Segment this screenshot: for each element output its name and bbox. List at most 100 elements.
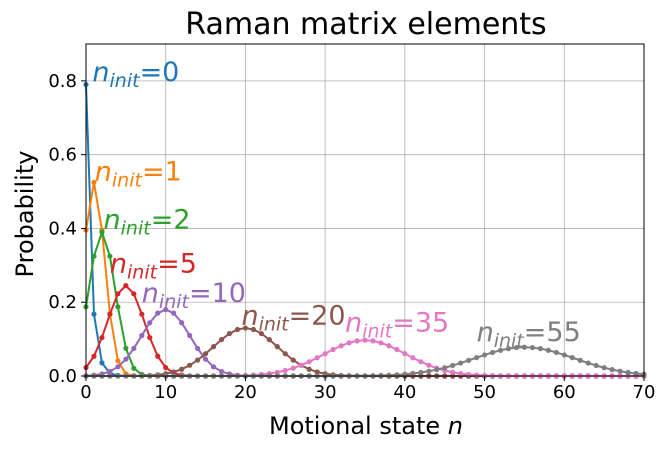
data-point xyxy=(537,346,543,352)
series-label-value: =20 xyxy=(289,300,346,331)
series-label-var: n xyxy=(345,308,362,339)
data-point xyxy=(179,366,185,372)
x-tick-label: 10 xyxy=(154,382,177,403)
series-label-value: =0 xyxy=(140,57,180,88)
y-tick-label: 0.0 xyxy=(48,366,77,387)
y-tick-label: 0.6 xyxy=(48,145,77,166)
data-point xyxy=(322,351,328,357)
chart-title: Raman matrix elements xyxy=(185,7,546,42)
data-point xyxy=(123,345,129,351)
data-point xyxy=(99,229,105,235)
x-tick-label: 40 xyxy=(393,382,416,403)
data-point xyxy=(338,343,344,349)
series-label-var: n xyxy=(110,249,127,280)
data-point xyxy=(163,307,169,313)
data-point xyxy=(521,344,528,350)
data-point xyxy=(474,355,480,361)
data-point xyxy=(314,355,320,361)
series-label-sub: init xyxy=(127,262,159,284)
data-point xyxy=(418,369,424,376)
data-point xyxy=(394,372,400,378)
x-axis-label-text: Motional state xyxy=(269,412,448,440)
series-label-2: ninit=2 xyxy=(104,204,191,239)
data-point xyxy=(442,365,448,371)
plot-frame xyxy=(85,43,645,377)
series-label-sub: init xyxy=(121,217,153,239)
data-point xyxy=(242,325,249,331)
series-label-sub: init xyxy=(259,313,291,335)
data-point xyxy=(195,357,201,363)
x-tick-label: 50 xyxy=(473,382,496,403)
data-point xyxy=(418,359,424,365)
data-point xyxy=(155,353,161,359)
data-point xyxy=(505,346,512,352)
y-tick-label: 0.2 xyxy=(48,292,77,313)
data-point xyxy=(131,291,137,297)
data-point xyxy=(91,253,97,259)
data-point xyxy=(115,364,121,370)
data-point xyxy=(266,337,272,343)
data-point xyxy=(282,351,288,357)
data-point xyxy=(147,334,153,341)
data-point xyxy=(426,368,432,374)
data-point xyxy=(91,353,97,359)
data-point xyxy=(258,330,264,337)
data-point xyxy=(99,334,105,341)
data-point xyxy=(513,344,520,351)
data-point xyxy=(123,356,129,362)
y-axis-label: Probability xyxy=(11,151,39,278)
data-point xyxy=(569,355,575,361)
series-label-var: n xyxy=(142,278,159,309)
series-label-value: =2 xyxy=(151,204,191,235)
x-tick-label: 0 xyxy=(80,382,91,403)
series-label-5: ninit=5 xyxy=(110,249,197,284)
data-point xyxy=(274,344,280,350)
data-point xyxy=(107,311,113,317)
data-point xyxy=(378,340,384,346)
data-point xyxy=(226,330,233,337)
data-point xyxy=(497,347,504,353)
data-point xyxy=(234,326,241,333)
series-label-sub: init xyxy=(494,330,526,352)
series-label-10: ninit=10 xyxy=(142,278,246,313)
series-line xyxy=(86,346,645,377)
series-label-20: ninit=20 xyxy=(241,300,345,335)
data-point xyxy=(155,310,161,316)
data-point xyxy=(274,369,280,375)
data-point xyxy=(210,364,217,370)
data-point xyxy=(561,352,567,358)
data-point xyxy=(147,320,153,326)
data-point xyxy=(123,283,129,289)
x-tick-label: 60 xyxy=(553,382,576,403)
series-label-sub: init xyxy=(159,291,191,313)
data-point xyxy=(474,372,480,378)
x-axis-label: Motional state n xyxy=(269,412,463,440)
data-point xyxy=(179,320,185,326)
data-point xyxy=(481,352,488,358)
data-point xyxy=(394,346,400,353)
series-labels: ninit=0ninit=1ninit=2ninit=5ninit=10nini… xyxy=(92,57,580,352)
data-point xyxy=(163,364,169,371)
data-point xyxy=(250,326,256,333)
data-point xyxy=(354,338,360,344)
series-label-sub: init xyxy=(362,321,394,343)
data-point xyxy=(609,367,615,373)
data-point xyxy=(115,291,121,297)
data-point xyxy=(314,369,320,375)
y-tick-label: 0.8 xyxy=(48,71,77,92)
data-point xyxy=(282,367,288,374)
series-label-var: n xyxy=(95,156,112,187)
data-point xyxy=(545,347,551,353)
data-point xyxy=(91,179,97,185)
data-point xyxy=(306,366,312,372)
data-point xyxy=(577,357,583,363)
data-point xyxy=(91,311,97,317)
data-point xyxy=(171,310,177,316)
x-tick-label: 70 xyxy=(633,382,656,403)
data-point xyxy=(107,253,113,259)
data-point xyxy=(410,370,416,377)
data-point xyxy=(466,357,472,363)
data-point xyxy=(410,355,416,361)
data-point xyxy=(346,340,352,346)
